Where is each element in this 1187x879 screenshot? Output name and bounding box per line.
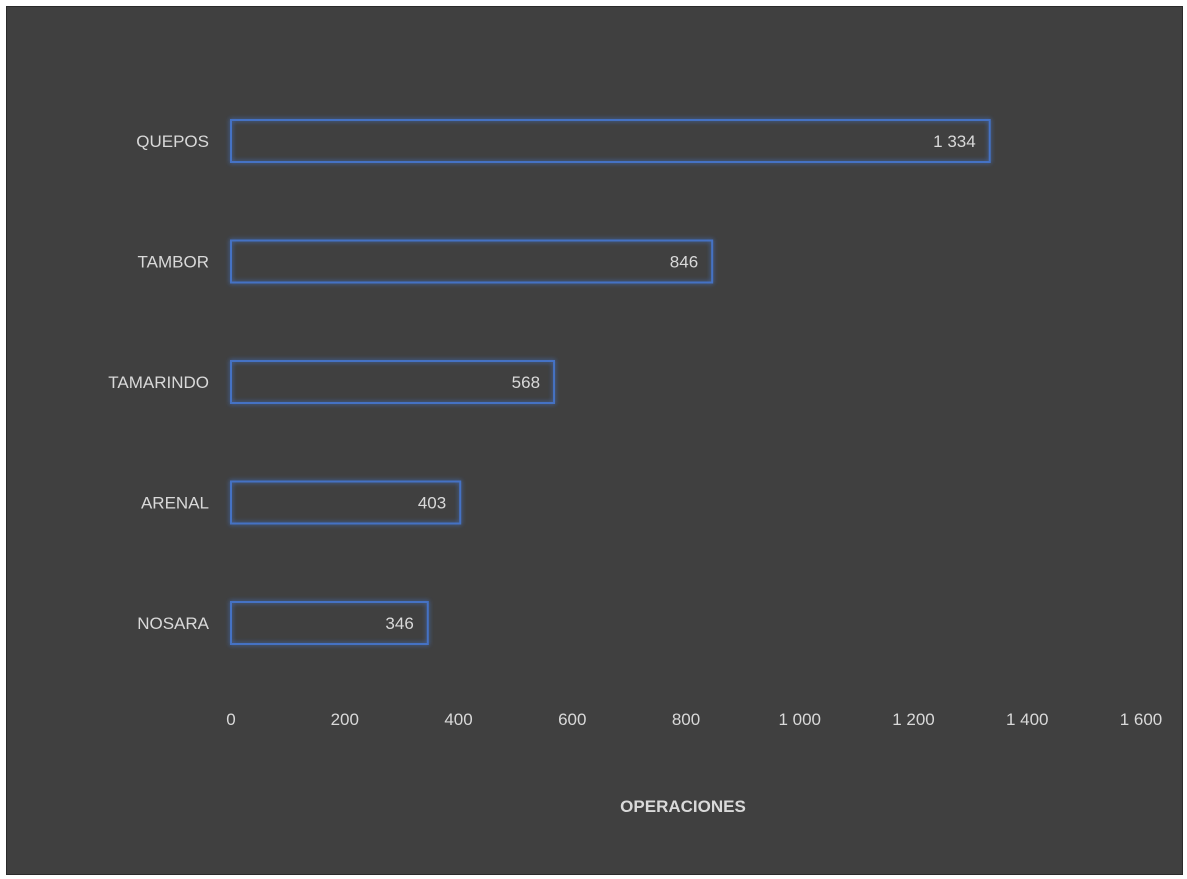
x-tick-label: 200: [331, 710, 359, 729]
x-axis-title: OPERACIONES: [620, 797, 746, 816]
category-labels: QUEPOS TAMBOR TAMARINDO ARENAL NOSARA: [108, 132, 209, 633]
bars-layer: 1 334 846 568 403 346: [230, 119, 991, 645]
x-tick-label: 1 400: [1006, 710, 1049, 729]
data-label: 1 334: [933, 132, 976, 151]
bar-rect: [230, 360, 556, 404]
bar-rect: [230, 601, 429, 645]
category-label-arenal: ARENAL: [141, 494, 209, 513]
category-label-nosara: NOSARA: [137, 614, 209, 633]
bar-arenal: 403: [230, 480, 462, 525]
x-tick-label: 1 000: [778, 710, 821, 729]
bar-rect: [230, 480, 462, 525]
bar-nosara: 346: [230, 601, 429, 645]
bar-tamarindo: 568: [230, 360, 556, 404]
data-label: 403: [418, 494, 446, 513]
category-label-tambor: TAMBOR: [138, 253, 209, 272]
category-label-tamarindo: TAMARINDO: [108, 373, 209, 392]
x-tick-labels: 0 200 400 600 800 1 000 1 200 1 400 1 600: [226, 710, 1162, 729]
bar-rect: [230, 239, 714, 284]
bar-quepos: 1 334: [230, 119, 991, 163]
data-label: 346: [385, 614, 413, 633]
bar-chart: 1 334 846 568 403 346 QUEPOS TAMBOR TAMARINDO A…: [108, 119, 1162, 816]
bar-tambor: 846: [230, 239, 714, 284]
data-label: 568: [512, 373, 540, 392]
bar-rect: [230, 119, 991, 163]
x-tick-label: 1 600: [1120, 710, 1163, 729]
x-tick-label: 0: [226, 710, 235, 729]
data-label: 846: [670, 253, 698, 272]
x-tick-label: 600: [558, 710, 586, 729]
x-tick-label: 400: [444, 710, 472, 729]
chart-area: 1 334 846 568 403 346 QUEPOS TAMBOR TAMARINDO A…: [6, 6, 1183, 875]
category-label-quepos: QUEPOS: [136, 132, 209, 151]
x-tick-label: 800: [672, 710, 700, 729]
x-tick-label: 1 200: [892, 710, 935, 729]
